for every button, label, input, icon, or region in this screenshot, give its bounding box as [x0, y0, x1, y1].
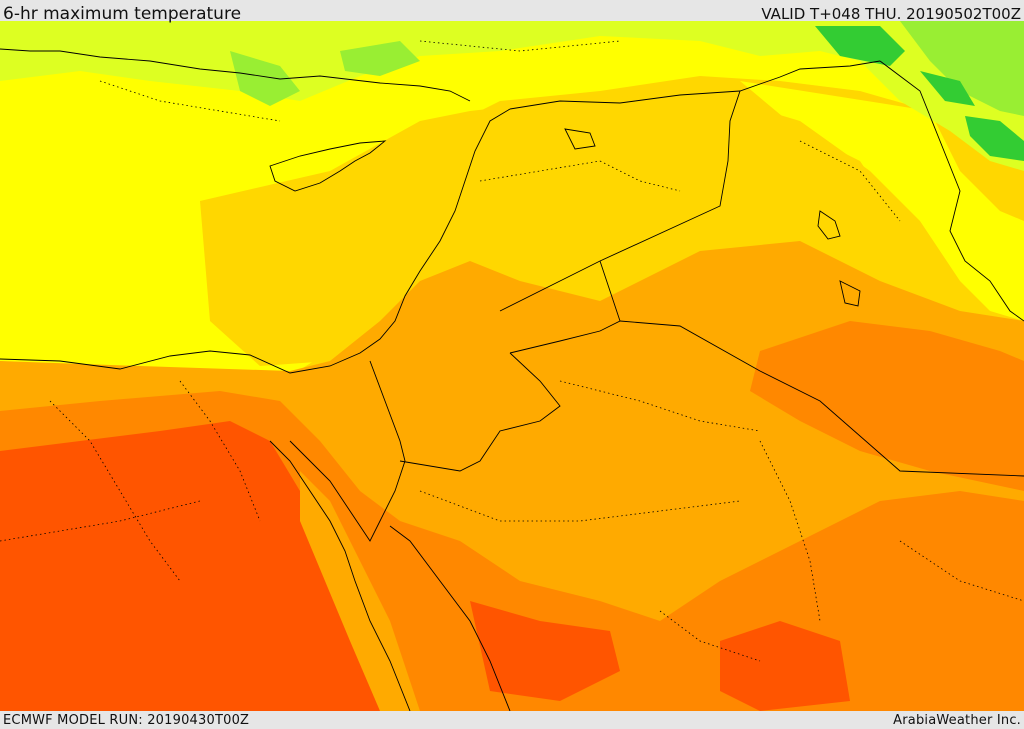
- coastline-sinai: [289, 440, 406, 542]
- map-title: 6-hr maximum temperature: [3, 4, 242, 24]
- temp-zone-green-ne-patch: [920, 71, 975, 106]
- province-border-e: [559, 380, 761, 432]
- province-border-c: [0, 500, 201, 542]
- province-border-k: [99, 80, 281, 122]
- province-borders: [0, 40, 1024, 662]
- temp-zone-red-sea: [300, 471, 420, 711]
- province-border-l: [419, 40, 621, 52]
- header-bar: 6-hr maximum temperature VALID T+048 THU…: [0, 0, 1024, 24]
- province-border-m: [659, 610, 761, 662]
- border-iraq-saudi: [619, 320, 1024, 477]
- border-iraq-iran: [879, 60, 1024, 322]
- credit: ArabiaWeather Inc.: [893, 713, 1021, 728]
- coastline-red-sea-east: [389, 525, 511, 711]
- coastline-lake-assad: [564, 128, 596, 150]
- temp-zone-red-orange-patch: [470, 601, 620, 701]
- model-run: ECMWF MODEL RUN: 20190430T00Z: [3, 713, 250, 728]
- temp-zone-light-green-b: [340, 41, 420, 76]
- border-syria-iraq: [499, 90, 741, 312]
- coastline-red-sea-west: [269, 440, 411, 711]
- coastline-mediterranean-south: [0, 108, 511, 374]
- coastline-lake-habbaniyah: [839, 280, 861, 307]
- province-border-a: [49, 400, 181, 582]
- temp-zone-dark-orange-east: [750, 321, 1024, 491]
- temp-zone-green-ne-core: [815, 26, 905, 66]
- coastline-cyprus: [269, 140, 387, 192]
- temp-zone-red-orange-se: [720, 621, 850, 711]
- temperature-map: [0, 21, 1024, 711]
- coastline-lake-tharthar: [817, 210, 841, 240]
- province-border-g: [899, 540, 1024, 602]
- border-egypt-israel: [369, 360, 406, 462]
- temp-zone-green-ne: [810, 21, 1024, 116]
- coastlines: [0, 48, 861, 711]
- temp-zone-yellow-east: [740, 81, 1024, 321]
- province-border-b: [179, 380, 261, 522]
- province-border-h: [599, 160, 681, 192]
- temp-zone-light-green-a: [230, 51, 300, 106]
- border-jordan-saudi: [509, 260, 621, 354]
- temp-zone-green-east: [965, 116, 1024, 161]
- valid-time: VALID T+048 THU. 20190502T00Z: [761, 5, 1021, 23]
- footer-bar: ECMWF MODEL RUN: 20190430T00Z ArabiaWeat…: [0, 711, 1024, 729]
- country-borders: [369, 60, 1024, 477]
- coastline-turkey-south: [0, 48, 471, 102]
- temp-zone-yellow-green: [0, 21, 1024, 171]
- border-jordan-saudi-south: [399, 352, 561, 472]
